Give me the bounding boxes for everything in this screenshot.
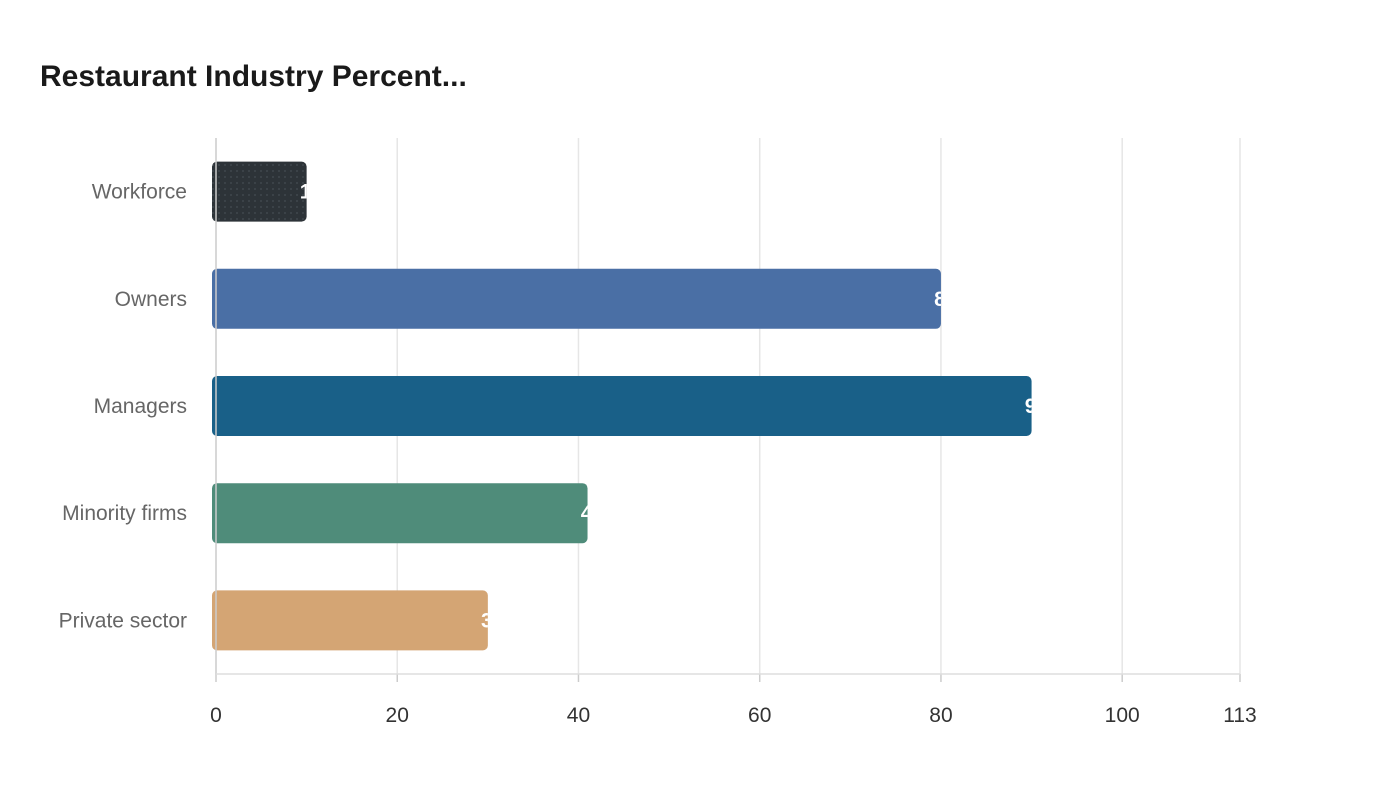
x-tick-label: 60 <box>748 704 771 727</box>
x-tick-label: 113 <box>1223 704 1256 727</box>
bar <box>212 268 941 329</box>
x-tick-label: 20 <box>386 704 409 727</box>
x-tick-label: 100 <box>1105 704 1140 727</box>
data-label: 9 <box>1025 395 1037 418</box>
bar <box>212 483 588 544</box>
data-label: 8 <box>934 288 946 311</box>
bar <box>212 161 307 222</box>
x-tick-label: 40 <box>567 704 590 727</box>
bar <box>212 376 1032 436</box>
bar <box>212 590 488 651</box>
x-tick-label: 80 <box>929 704 952 727</box>
axis-layer <box>215 138 1241 682</box>
category-label: Minority firms <box>62 502 187 525</box>
category-label: Managers <box>94 395 187 418</box>
category-label: Workforce <box>92 181 187 204</box>
data-label: 3 <box>481 609 493 632</box>
label-layer: 0 20 40 60 80 100 113 Workforce 1 Owners 8 Managers… <box>59 181 1257 727</box>
data-label: 1 <box>300 181 312 204</box>
category-label: Owners <box>115 288 187 311</box>
data-label: 4 <box>581 502 593 525</box>
bar-layer <box>212 161 1032 651</box>
chart-title: Restaurant Industry Percent... <box>40 60 467 93</box>
x-tick-label: 0 <box>210 704 222 727</box>
category-label: Private sector <box>59 609 187 632</box>
